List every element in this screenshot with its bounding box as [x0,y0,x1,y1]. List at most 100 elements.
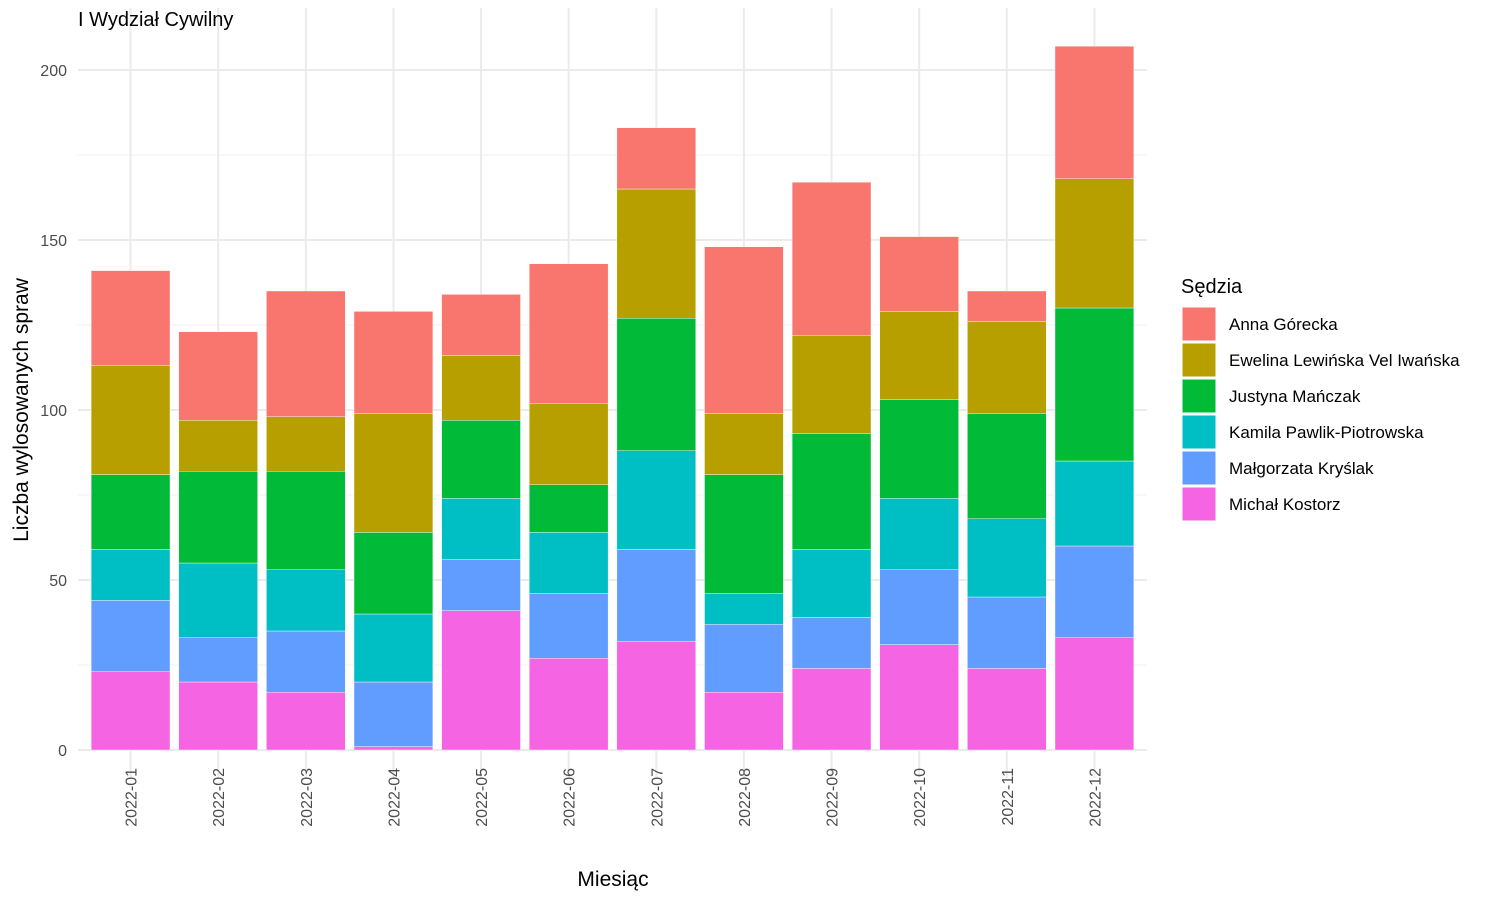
bar-segment [441,559,521,611]
bar-segment [90,549,171,601]
legend-label: Małgorzata Kryślak [1229,459,1374,478]
bar-segment [704,624,784,693]
bar-segment [266,630,346,693]
bar-segment [791,433,872,550]
bar-segment [178,420,258,472]
y-axis-title: Liczba wylosowanych spraw [10,277,33,542]
bar-segment [879,236,959,312]
x-tick-label: 2022-10 [912,768,929,827]
bar-segment [704,474,784,594]
bar-segment [1054,46,1135,180]
bar-segment [791,617,872,669]
bar-segment [616,450,696,550]
x-tick-label: 2022-02 [211,768,228,827]
bars [90,46,1135,751]
bar-segment [178,331,258,421]
x-tick-label: 2022-04 [386,768,403,827]
x-tick-label: 2022-06 [562,768,579,827]
bar-segment [704,413,784,475]
legend-label: Anna Górecka [1229,315,1338,334]
legend-swatch [1181,414,1217,450]
legend-swatch [1181,450,1217,486]
bar-segment [178,681,258,751]
bar-segment [90,270,171,367]
bar-segment [178,471,258,564]
bar-segment [1054,307,1135,462]
bar-segment [353,613,434,683]
x-tick-label: 2022-12 [1087,768,1104,827]
legend-swatch [1181,378,1217,414]
bar-segment [879,644,959,751]
bar-segment [616,318,696,452]
legend-label: Michał Kostorz [1229,495,1340,514]
bar-segment [704,246,784,414]
bar-segment [967,668,1047,751]
bar-segment [353,532,434,615]
y-tick-label: 200 [40,63,67,80]
bar-segment [529,593,609,659]
bar-segment [441,498,521,560]
bar-segment [1054,460,1135,547]
bar-segment [967,413,1047,519]
bar-segment [967,290,1047,322]
bar-segment [704,593,784,625]
bar-segment [616,641,696,751]
bar-segment [879,498,959,570]
bar-segment [529,532,609,594]
bar-segment [441,420,521,499]
bar-segment [616,549,696,642]
bar-segment [529,658,609,751]
bar-segment [529,403,609,486]
bar-segment [353,681,434,747]
bar-segment [967,596,1047,669]
bar-segment [266,471,346,571]
bar-segment [529,484,609,533]
bar-segment [266,290,346,418]
bar-segment [1054,637,1135,751]
x-tick-label: 2022-11 [1000,768,1017,826]
y-tick-label: 0 [58,743,67,760]
bar-segment [353,413,434,533]
axes: 0 50 100 150 200 2022-01 2022-02 2022-03 2022-04… [40,63,1104,827]
bar-segment [1054,178,1135,309]
x-tick-label: 2022-05 [474,768,491,827]
bar-segment [266,416,346,472]
bar-segment [90,671,171,751]
legend-title: Sędzia [1181,276,1243,298]
x-tick-label: 2022-07 [649,768,666,827]
x-tick-label: 2022-03 [299,768,316,827]
bar-segment [791,335,872,435]
bar-segment [791,668,872,751]
legend-swatch [1181,306,1217,342]
bar-segment [90,600,171,673]
x-tick-label: 2022-09 [825,768,842,827]
bar-segment [90,365,171,475]
bar-segment [353,746,434,751]
y-tick-label: 100 [40,403,67,420]
bar-segment [879,569,959,645]
bar-segment [529,263,609,404]
legend-label: Ewelina Lewińska Vel Iwańska [1229,351,1460,370]
bar-segment [967,321,1047,414]
bar-segment [704,692,784,751]
bar-segment [879,399,959,499]
chart-title: I Wydział Cywilny [78,9,233,31]
bar-segment [879,311,959,400]
bar-segment [353,311,434,414]
bar-segment [441,610,521,751]
bar-segment [178,637,258,683]
bar-segment [616,188,696,319]
bar-segment [90,474,171,550]
bar-segment [266,569,346,632]
legend-swatch [1181,486,1217,522]
x-axis-title: Miesiąc [577,868,648,891]
x-tick-label: 2022-01 [124,768,141,827]
x-tick-label: 2022-08 [737,768,754,827]
legend-label: Justyna Mańczak [1229,387,1361,406]
bar-segment [616,127,696,190]
bar-segment [266,692,346,751]
y-tick-label: 150 [40,233,67,250]
bar-segment [791,181,872,336]
